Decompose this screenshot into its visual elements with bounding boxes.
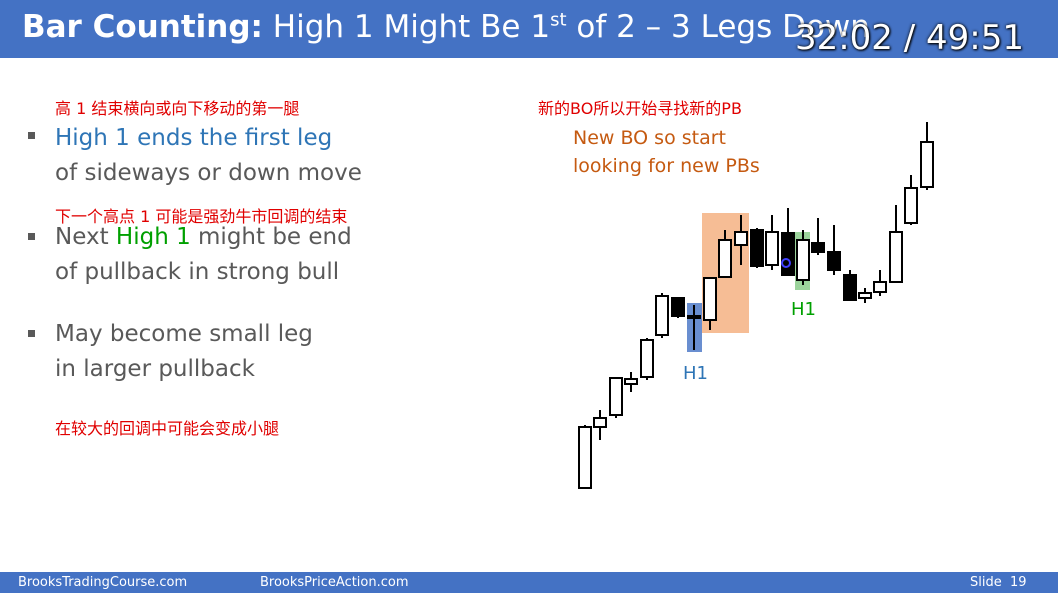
cn-note: 高 1 结束横向或向下移动的第一腿 xyxy=(55,99,300,118)
title-main: High 1 Might Be 1 xyxy=(272,9,551,45)
candle-body xyxy=(920,141,934,188)
candle-body xyxy=(609,377,623,416)
text: might be end xyxy=(190,224,352,250)
candle-body xyxy=(889,231,903,283)
cn-note: 在较大的回调中可能会变成小腿 xyxy=(55,419,280,438)
candle-body xyxy=(843,274,857,301)
text: New BO so start xyxy=(573,127,726,149)
label: H1 xyxy=(791,299,816,320)
candle-body xyxy=(703,277,717,321)
candle-body xyxy=(827,251,841,271)
candle-body xyxy=(624,378,638,385)
candle-body xyxy=(593,417,607,428)
candle-body xyxy=(578,426,592,489)
candle-body xyxy=(781,232,795,276)
candle-body xyxy=(796,239,810,281)
footer-text: Slide xyxy=(970,575,1002,590)
candles xyxy=(578,122,934,489)
candle-body xyxy=(655,295,669,336)
title-rest: of 2 – 3 Legs Down xyxy=(576,9,870,45)
footer-text: BrooksTradingCourse.com xyxy=(18,575,188,590)
text: High 1 ends the first leg xyxy=(55,125,333,151)
title-bold: Bar Counting: xyxy=(22,9,263,45)
marker xyxy=(781,258,791,268)
bullet xyxy=(28,233,35,240)
text: of pullback in strong bull xyxy=(55,259,340,285)
bullet xyxy=(28,330,35,337)
bullet xyxy=(28,132,35,139)
candle-body xyxy=(765,231,779,266)
footer-text: 19 xyxy=(1010,575,1027,590)
candle-body xyxy=(718,239,732,278)
title: Bar Counting: High 1 Might Be 1st of 2 –… xyxy=(22,9,870,45)
cn-note: 下一个高点 1 可能是强劲牛市回调的结束 xyxy=(55,207,348,226)
bullet-text: High 1 ends the first leg of sideways or … xyxy=(55,121,362,191)
text: High 1 xyxy=(115,224,191,250)
text: May become small leg xyxy=(55,321,313,347)
label: H1 xyxy=(683,363,708,384)
text: looking for new PBs xyxy=(573,155,760,177)
text: Next xyxy=(55,224,116,250)
candle-body xyxy=(671,297,685,317)
header: Bar Counting: High 1 Might Be 1st of 2 –… xyxy=(0,0,1058,58)
candle-body xyxy=(873,281,887,293)
candle-body xyxy=(750,229,764,267)
footer: BrooksTradingCourse.com BrooksPriceActio… xyxy=(0,572,1058,593)
bullet-text: May become small leg in larger pullback xyxy=(55,317,313,387)
candle-body xyxy=(858,292,872,299)
text: in larger pullback xyxy=(55,356,255,382)
bullet-text: Next High 1 might be end of pullback in s… xyxy=(55,220,352,290)
note: New BO so start looking for new PBs xyxy=(573,124,760,180)
candle-body xyxy=(811,242,825,253)
text: of sideways or down move xyxy=(55,160,362,186)
candle-body xyxy=(640,339,654,378)
cn-note: 新的BO所以开始寻找新的PB xyxy=(538,99,742,118)
title-sup: st xyxy=(550,9,567,31)
timestamp: 32:02 / 49:51 xyxy=(794,18,1024,58)
candle-body xyxy=(904,187,918,224)
footer-text: BrooksPriceAction.com xyxy=(260,575,409,590)
candle-body xyxy=(687,315,701,319)
candle-body xyxy=(734,231,748,246)
